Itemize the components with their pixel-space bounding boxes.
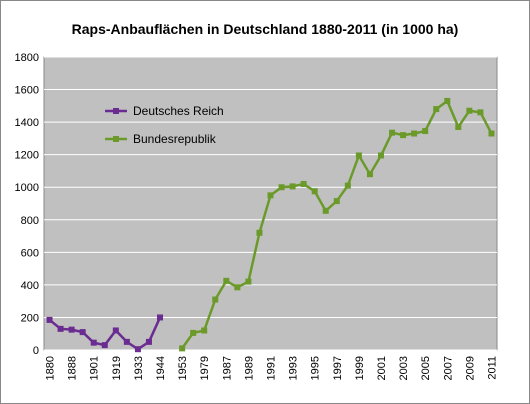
x-tick-label: 1993 — [288, 356, 300, 380]
plot-area — [43, 56, 498, 351]
x-tick-label: 1901 — [89, 356, 101, 380]
y-tick-label: 600 — [21, 247, 39, 259]
data-point — [256, 229, 263, 236]
x-tick-label: 2007 — [442, 356, 454, 380]
data-point — [212, 296, 219, 303]
x-tick-label: 2003 — [398, 356, 410, 380]
data-point — [145, 338, 152, 345]
data-point — [333, 198, 340, 205]
x-tick-label: 1880 — [45, 356, 57, 380]
x-tick-label: 1933 — [133, 356, 145, 380]
x-tick-label: 2005 — [420, 356, 432, 380]
data-point — [57, 325, 64, 332]
data-point — [311, 188, 318, 195]
legend-marker — [113, 136, 119, 142]
x-tick-label: 1888 — [67, 356, 79, 380]
data-point — [157, 314, 164, 321]
data-point — [245, 278, 252, 285]
y-tick-label: 1200 — [15, 150, 39, 162]
data-point — [400, 132, 407, 139]
y-tick-label: 1800 — [15, 52, 39, 64]
data-point — [422, 128, 429, 135]
y-tick-label: 1000 — [15, 182, 39, 194]
data-point — [90, 339, 97, 346]
data-point — [79, 329, 86, 336]
y-tick-label: 1600 — [15, 85, 39, 97]
legend-label: Bundesrepublik — [133, 132, 217, 146]
x-tick-label: 1989 — [243, 356, 255, 380]
x-tick-label: 1979 — [199, 356, 211, 380]
x-tick-label: 2011 — [486, 356, 498, 380]
x-tick-label: 1953 — [177, 356, 189, 380]
data-point — [134, 346, 141, 353]
data-point — [322, 207, 329, 214]
data-point — [190, 329, 197, 336]
data-point — [112, 327, 119, 334]
data-point — [377, 152, 384, 159]
data-point — [234, 284, 241, 291]
data-point — [355, 152, 362, 159]
data-point — [68, 326, 75, 333]
y-tick-label: 200 — [21, 312, 39, 324]
x-tick-label: 1999 — [354, 356, 366, 380]
data-point — [179, 345, 186, 352]
data-point — [389, 129, 396, 136]
data-point — [466, 107, 473, 114]
x-tick-label: 1995 — [310, 356, 322, 380]
data-point — [267, 192, 274, 199]
x-tick-label: 1991 — [266, 356, 278, 380]
legend-marker — [113, 108, 119, 114]
data-point — [488, 130, 495, 137]
legend-label: Deutsches Reich — [133, 104, 224, 118]
x-tick-label: 1919 — [111, 356, 123, 380]
data-point — [101, 342, 108, 349]
data-point — [477, 109, 484, 116]
x-tick-label: 2009 — [464, 356, 476, 380]
x-tick-label: 2001 — [376, 356, 388, 380]
data-point — [455, 123, 462, 130]
y-tick-label: 400 — [21, 280, 39, 292]
data-point — [433, 106, 440, 113]
data-point — [411, 130, 418, 137]
data-point — [278, 184, 285, 191]
data-point — [46, 316, 53, 323]
data-point — [366, 171, 373, 178]
data-point — [300, 180, 307, 187]
y-tick-label: 800 — [21, 215, 39, 227]
data-point — [344, 182, 351, 189]
data-point — [123, 338, 130, 345]
y-tick-label: 0 — [33, 345, 39, 357]
data-point — [223, 277, 230, 284]
data-point — [201, 327, 208, 334]
x-tick-label: 1997 — [332, 356, 344, 380]
chart-title: Raps-Anbauflächen in Deutschland 1880-20… — [72, 21, 459, 37]
x-tick-label: 1987 — [221, 356, 233, 380]
x-tick-label: 1944 — [155, 356, 167, 380]
y-tick-label: 1400 — [15, 117, 39, 129]
data-point — [444, 97, 451, 104]
data-point — [289, 183, 296, 190]
